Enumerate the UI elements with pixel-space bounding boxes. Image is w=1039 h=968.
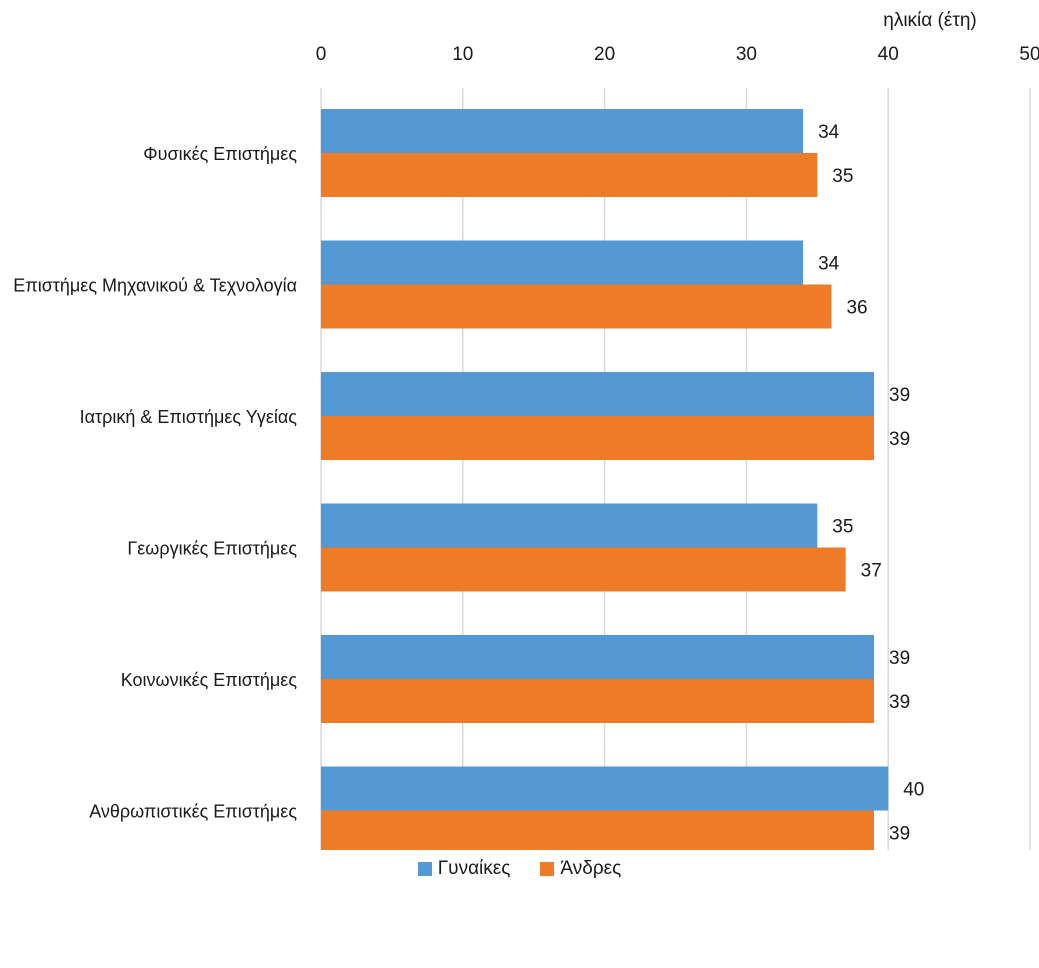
legend-item-men: Άνδρες — [540, 858, 621, 880]
gridlines — [320, 88, 1031, 850]
bar-women — [321, 503, 818, 548]
x-tick-label: 0 — [316, 44, 327, 65]
bar-women — [321, 635, 875, 679]
category-label: Κοινωνικές Επιστήμες — [121, 670, 298, 690]
bar-men — [321, 416, 875, 460]
data-label: 39 — [889, 385, 910, 406]
data-label: 35 — [832, 517, 853, 538]
bar-women — [321, 109, 804, 153]
data-label: 39 — [889, 824, 910, 845]
x-tick-label: 10 — [452, 44, 473, 65]
x-tick-label: 30 — [736, 44, 757, 65]
category-label: Ιατρική & Επιστήμες Υγείας — [80, 407, 298, 427]
x-tick-label: 20 — [594, 44, 615, 65]
data-label: 40 — [903, 780, 924, 801]
data-label: 39 — [889, 429, 910, 450]
x-tick-label: 50 — [1019, 44, 1039, 65]
data-label: 35 — [832, 166, 853, 187]
bar-women — [321, 766, 889, 811]
data-label: 34 — [818, 122, 840, 143]
category-label: Φυσικές Επιστήμες — [143, 144, 297, 164]
legend-swatch-women — [417, 862, 432, 876]
legend-item-women: Γυναίκες — [417, 858, 511, 880]
bars — [321, 109, 889, 850]
bar-chart: ηλικία (έτη) 0 10 20 30 40 50 Φυσικές Επιστήμ… — [13, 10, 1039, 850]
category-label: Επιστήμες Μηχανικού & Τεχνολογία — [13, 276, 297, 296]
legend-swatch-men — [540, 862, 555, 876]
bar-women — [321, 240, 804, 285]
category-label: Ανθρωπιστικές Επιστήμες — [89, 802, 297, 822]
data-label: 37 — [861, 561, 882, 582]
bar-men — [321, 679, 875, 723]
category-label: Γεωργικές Επιστήμες — [127, 539, 297, 559]
bar-men — [321, 547, 846, 592]
bar-men — [321, 284, 832, 329]
data-label: 39 — [889, 648, 910, 669]
x-axis-ticks: 0 10 20 30 40 50 — [316, 44, 1039, 65]
x-tick-label: 40 — [878, 44, 899, 65]
legend: Γυναίκες Άνδρες — [0, 858, 1039, 880]
legend-label-women: Γυναίκες — [437, 858, 511, 879]
data-label: 36 — [846, 298, 867, 319]
bar-women — [321, 372, 875, 416]
data-label: 39 — [889, 692, 910, 713]
data-label: 34 — [818, 254, 840, 275]
category-labels: Φυσικές Επιστήμες Επιστήμες Μηχανικού & Τ… — [13, 144, 297, 822]
data-labels: 34 35 34 36 39 39 35 37 39 39 40 39 — [818, 122, 924, 845]
bar-men — [321, 153, 818, 197]
legend-label-men: Άνδρες — [560, 858, 622, 879]
x-axis-unit-label: ηλικία (έτη) — [883, 10, 976, 31]
bar-men — [321, 810, 875, 850]
